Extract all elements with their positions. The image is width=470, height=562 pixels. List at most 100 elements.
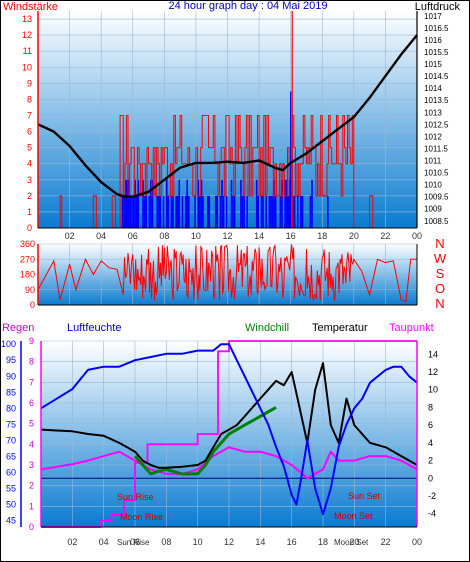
y-left-tick-label: 6 (27, 127, 32, 137)
y-temp-tick-label: 6 (428, 420, 433, 430)
temperature-series-line (40, 362, 418, 469)
x-tick-label: 14 (254, 231, 264, 241)
y-right-tick-label: 1017 (424, 12, 442, 21)
pressure-series-line (37, 34, 418, 198)
gust-bar (216, 195, 218, 228)
gust-bar (285, 179, 288, 228)
x-tick-label: 04 (96, 231, 106, 241)
x-tick-label: 16 (287, 537, 297, 547)
gust-bar (200, 179, 203, 228)
direction-label: W (434, 251, 447, 266)
gust-bar (175, 195, 177, 228)
gust-bar (241, 195, 244, 228)
x-tick-label: 22 (381, 537, 391, 547)
gust-bar (177, 195, 179, 228)
y-rain-tick-label: 8 (29, 357, 34, 367)
gust-bar (197, 179, 200, 228)
gust-bar (128, 179, 130, 228)
y-humidity-tick-label: 75 (6, 419, 16, 429)
y-right-tick-label: 1012 (424, 132, 442, 141)
legend-windchill: Windchill (245, 322, 289, 334)
sun-rise-axis-annotation: Sun Rise (117, 538, 150, 547)
x-tick-label: 10 (193, 537, 203, 547)
y-right-tick-label: 1011.5 (424, 144, 448, 153)
direction-series-line (37, 243, 417, 303)
x-tick-label: 10 (191, 231, 201, 241)
y-left-tick-label: 9 (27, 78, 32, 88)
y-temp-tick-label: 8 (428, 402, 433, 412)
gust-bar (309, 195, 312, 228)
sun-rise-annotation: Sun Rise (117, 492, 154, 502)
y-humidity-tick-label: 45 (6, 516, 16, 526)
gust-bar (126, 179, 128, 228)
gust-bar (292, 195, 294, 228)
y-right-tick-label: 1013.5 (424, 96, 449, 105)
moon-set-annotation: Moon Set (334, 511, 373, 521)
x-tick-label: 12 (222, 231, 232, 241)
y-right-tick-label: 1010 (424, 181, 442, 190)
gust-bar (131, 195, 133, 228)
gust-bar (199, 195, 201, 228)
y-tick-label: 360 (20, 239, 35, 249)
gust-bar (123, 195, 125, 228)
gust-bar (134, 179, 136, 228)
x-tick-label: 04 (99, 537, 109, 547)
y-temp-tick-label: 10 (428, 385, 438, 395)
gust-bar (137, 179, 140, 228)
gust-bar (202, 195, 204, 228)
y-humidity-tick-label: 100 (1, 339, 16, 349)
y-temp-tick-label: -2 (428, 491, 436, 501)
dewpoint-series-line (40, 446, 418, 480)
y-rain-tick-label: 2 (29, 481, 34, 491)
gust-bar (194, 195, 196, 228)
gust-bar (265, 195, 267, 228)
gust-bar (255, 179, 258, 228)
y-humidity-tick-label: 50 (6, 500, 16, 510)
y-rain-tick-label: 4 (29, 439, 34, 449)
gust-bar (156, 195, 158, 228)
gust-bar (188, 195, 190, 228)
gust-bar (162, 195, 165, 228)
x-tick-label: 18 (317, 231, 327, 241)
y-humidity-tick-label: 95 (6, 355, 16, 365)
gust-bar (148, 195, 151, 228)
mid-axes: 0 90 180 270 360 (20, 239, 418, 310)
gust-bar (207, 195, 209, 228)
x-tick-label: 06 (128, 231, 138, 241)
gust-bar (271, 195, 274, 228)
y-rain-tick-label: 0 (29, 522, 34, 532)
gust-bar (121, 195, 124, 228)
y-rain-tick-label: 1 (29, 501, 34, 511)
y-temp-tick-label: 2 (428, 456, 433, 466)
gust-bar (270, 195, 272, 228)
legend-taupunkt: Taupunkt (389, 322, 434, 334)
direction-label: N (435, 296, 444, 311)
gust-bar (268, 195, 271, 228)
y-right-tick-label: 1014.5 (424, 72, 449, 81)
y-humidity-tick-label: 90 (6, 371, 16, 381)
gust-bar (289, 179, 291, 228)
legend-temperatur: Temperatur (312, 322, 368, 334)
y-humidity-tick-label: 85 (6, 387, 16, 397)
gust-bar (132, 195, 135, 228)
gust-bar (274, 195, 277, 228)
legend-luftfeuchte: Luftfeuchte (67, 322, 121, 334)
gust-bar (301, 195, 304, 228)
y-left-tick-label: 3 (27, 175, 32, 185)
gust-bar (129, 195, 132, 228)
x-tick-label: 14 (255, 537, 265, 547)
y-right-tick-label: 1014 (424, 84, 442, 93)
gust-bar (246, 195, 248, 228)
gust-bar (327, 195, 329, 228)
gust-bar (232, 195, 234, 228)
y-rain-tick-label: 7 (29, 377, 34, 387)
x-tick-label: 18 (318, 537, 328, 547)
legend-regen: Regen (2, 322, 34, 334)
y-tick-label: 90 (25, 285, 35, 295)
y-right-tick-label: 1009 (424, 205, 442, 214)
y-left-tick-label: 11 (23, 46, 32, 56)
gust-bar (143, 195, 146, 228)
y-right-tick-label: 1012.5 (424, 120, 449, 129)
gust-bar (184, 195, 187, 228)
y-left-tick-label: 13 (22, 14, 32, 24)
